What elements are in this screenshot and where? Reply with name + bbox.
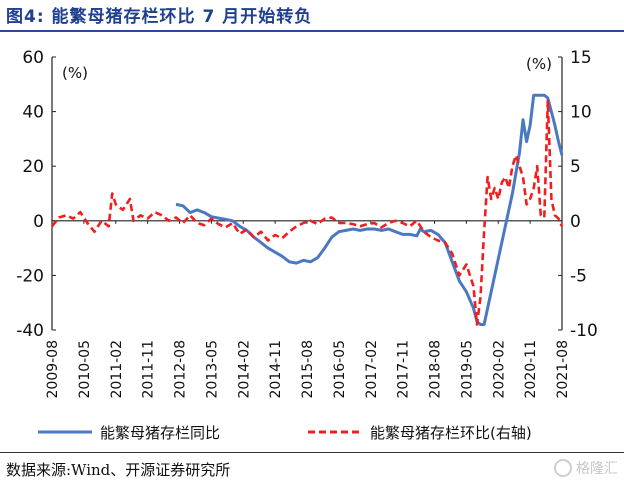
- x-tick-label: 2012-08: [173, 340, 189, 399]
- legend-label: 能繁母猪存栏环比(右轴): [370, 424, 532, 442]
- left-tick-label: -20: [16, 266, 44, 286]
- right-tick-label: 15: [570, 48, 592, 68]
- title-divider: [0, 30, 624, 32]
- x-tick-label: 2017-02: [364, 340, 380, 399]
- watermark-logo-icon: [554, 459, 572, 477]
- x-tick-label: 2018-08: [428, 340, 444, 399]
- x-tick-label: 2009-08: [45, 340, 61, 399]
- x-tick-label: 2014-02: [236, 340, 252, 399]
- left-tick-label: -40: [16, 321, 44, 341]
- x-tick-label: 2019-05: [459, 340, 475, 399]
- right-tick-label: 10: [570, 103, 592, 123]
- right-axis-unit: (%): [526, 55, 552, 73]
- watermark-text: 格隆汇: [576, 461, 618, 477]
- left-tick-label: 60: [22, 48, 44, 68]
- x-tick-label: 2011-11: [141, 340, 157, 399]
- figure-title: 图4: 能繁母猪存栏环比 7 月开始转负: [6, 7, 313, 27]
- x-tick-label: 2020-11: [523, 340, 539, 399]
- x-tick-label: 2021-08: [555, 340, 571, 399]
- x-tick-label: 2010-05: [77, 340, 93, 399]
- x-tick-label: 2014-11: [268, 340, 284, 399]
- watermark: 格隆汇: [554, 458, 618, 478]
- left-tick-label: 40: [22, 103, 44, 123]
- series-line-right-axis: [50, 99, 564, 326]
- right-tick-label: -5: [570, 266, 587, 286]
- x-tick-label: 2017-11: [396, 340, 412, 399]
- legend-label: 能繁母猪存栏同比: [100, 424, 220, 442]
- source-divider: [0, 452, 624, 453]
- series-layer: [50, 93, 564, 326]
- left-tick-label: 0: [33, 212, 44, 232]
- x-tick-label: 2015-08: [300, 340, 316, 399]
- x-tick-label: 2011-02: [109, 340, 125, 399]
- source-note: 数据来源:Wind、开源证券研究所: [6, 461, 231, 479]
- right-tick-label: -10: [570, 321, 598, 341]
- right-tick-label: 5: [570, 157, 581, 177]
- right-tick-label: 0: [570, 212, 581, 232]
- x-tick-label: 2020-02: [491, 340, 507, 399]
- legend: 能繁母猪存栏同比 能繁母猪存栏环比(右轴): [38, 424, 532, 442]
- left-axis-unit: (%): [62, 64, 88, 82]
- x-tick-label: 2013-05: [204, 340, 220, 399]
- x-tick-label: 2016-05: [332, 340, 348, 399]
- chart: -40 -20 0 20 40 60 -10 -5 0 5 10 15 (%) (%) 2009-08 201…: [16, 48, 598, 442]
- series-line-left-axis: [175, 93, 564, 326]
- left-tick-label: 20: [22, 157, 44, 177]
- axes: -40 -20 0 20 40 60 -10 -5 0 5 10 15 (%) (%) 2009-08 201…: [16, 48, 598, 399]
